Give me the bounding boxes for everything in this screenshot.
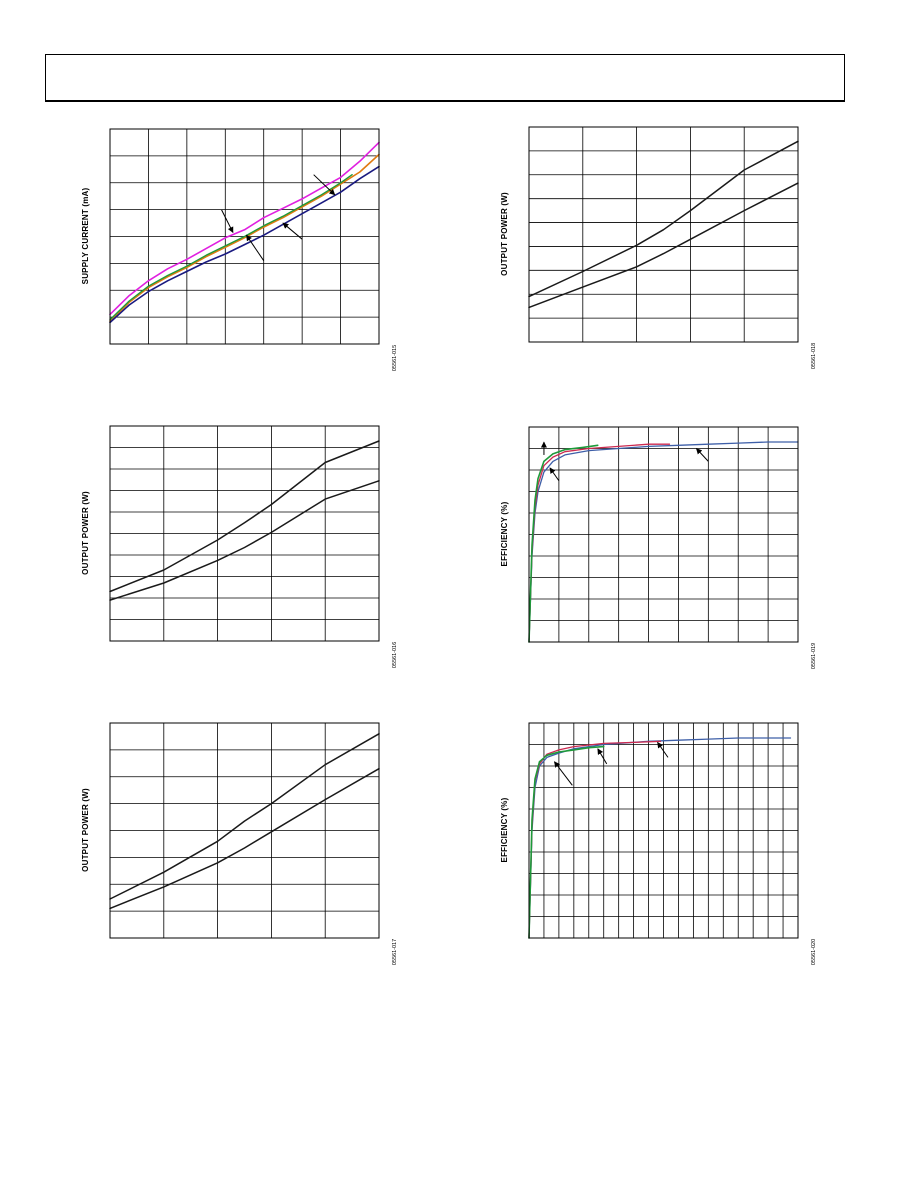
series-line-1 bbox=[528, 441, 799, 643]
annotation-arrow bbox=[549, 467, 560, 482]
series-line-2 bbox=[528, 740, 662, 939]
y-axis-label: EFFICIENCY (%) bbox=[500, 797, 509, 862]
annotation-arrow bbox=[695, 448, 709, 462]
plot-frame bbox=[109, 425, 380, 642]
series-line-2 bbox=[109, 480, 380, 601]
series-line-3 bbox=[528, 745, 605, 939]
plot-frame bbox=[109, 722, 380, 939]
annotation-arrow bbox=[313, 174, 336, 196]
plot-grid bbox=[110, 723, 379, 938]
page-header-box bbox=[45, 54, 845, 102]
series-line-4 bbox=[109, 165, 380, 324]
figure-id: 05561-017 bbox=[392, 939, 398, 965]
plot-frame bbox=[528, 426, 799, 643]
figure-id: 05561-020 bbox=[811, 939, 817, 965]
series-line-1 bbox=[528, 737, 792, 939]
annotation-arrow bbox=[246, 234, 265, 261]
annotation-arrow bbox=[597, 748, 608, 765]
series-line-1 bbox=[528, 140, 799, 298]
plot-frame bbox=[109, 128, 380, 345]
figure-id: 05561-019 bbox=[811, 643, 817, 669]
plot-grid bbox=[110, 129, 379, 344]
annotation-arrow bbox=[554, 761, 573, 786]
y-axis-label: OUTPUT POWER (W) bbox=[81, 491, 90, 575]
series-line-2 bbox=[109, 153, 380, 323]
plot-grid bbox=[529, 127, 798, 342]
y-axis-label: OUTPUT POWER (W) bbox=[500, 192, 509, 276]
series-line-2 bbox=[109, 767, 380, 910]
annotation-arrow bbox=[657, 741, 669, 758]
y-axis-label: EFFICIENCY (%) bbox=[500, 501, 509, 566]
series-line-3 bbox=[528, 444, 599, 643]
figure-id: 05561-016 bbox=[392, 642, 398, 668]
plot-grid bbox=[110, 426, 379, 641]
plot-frame bbox=[528, 126, 799, 343]
y-axis-label: OUTPUT POWER (W) bbox=[81, 788, 90, 872]
series-line-1 bbox=[109, 440, 380, 593]
y-axis-label: SUPPLY CURRENT (mA) bbox=[81, 188, 90, 285]
plot-grid bbox=[529, 427, 798, 642]
figure-id: 05561-015 bbox=[392, 345, 398, 371]
annotation-arrow bbox=[282, 222, 303, 240]
figure-id: 05561-018 bbox=[811, 343, 817, 369]
series-line-1 bbox=[109, 141, 380, 316]
series-line-1 bbox=[109, 733, 380, 900]
plot-grid bbox=[529, 723, 798, 938]
series-line-3 bbox=[109, 173, 353, 321]
plot-frame bbox=[528, 722, 799, 939]
annotation-arrow bbox=[220, 209, 234, 234]
series-line-2 bbox=[528, 182, 799, 309]
